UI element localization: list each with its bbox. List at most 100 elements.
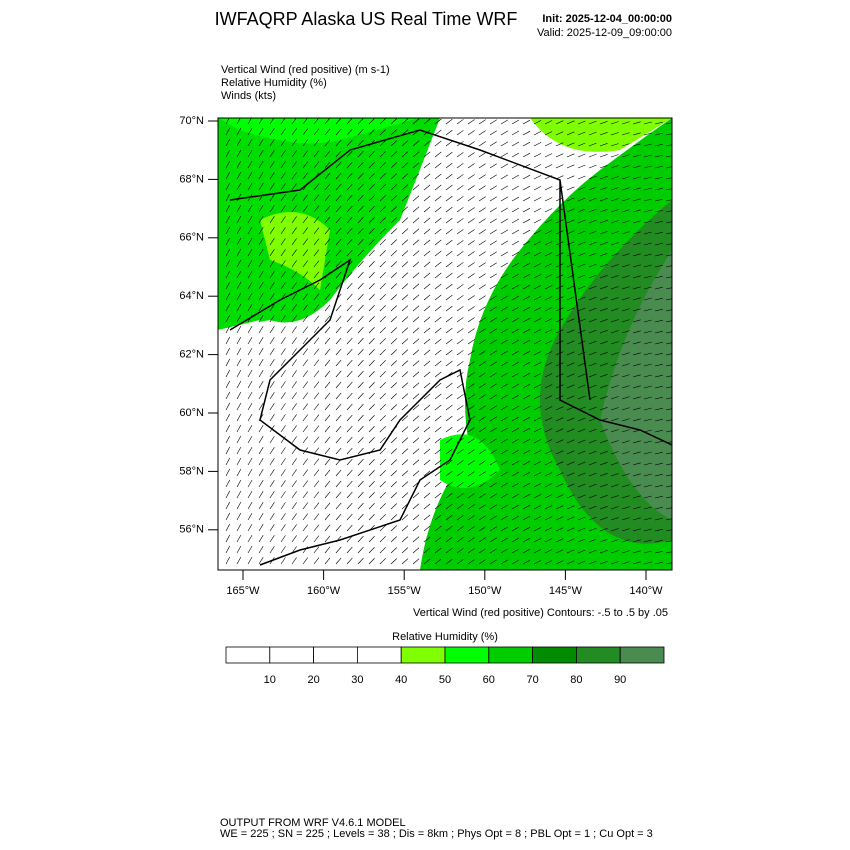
wind-barb bbox=[247, 501, 253, 510]
wind-barb bbox=[511, 119, 520, 125]
wind-barb bbox=[610, 352, 619, 356]
wind-barb bbox=[445, 437, 453, 444]
wind-barb bbox=[302, 271, 309, 279]
wind-barb bbox=[577, 175, 586, 180]
wind-barb bbox=[544, 318, 553, 323]
wind-barb bbox=[434, 305, 442, 312]
x-tick-label: 145°W bbox=[549, 585, 583, 597]
wind-barb bbox=[247, 512, 253, 521]
wind-barb bbox=[544, 208, 553, 213]
wind-barb bbox=[357, 546, 364, 554]
field-label: Relative Humidity (%) bbox=[221, 77, 327, 89]
wind-barb bbox=[654, 132, 663, 136]
wind-barb bbox=[379, 426, 386, 433]
wind-barb bbox=[555, 439, 564, 444]
wind-barb bbox=[610, 286, 619, 290]
wind-barb bbox=[467, 427, 475, 433]
wind-barb bbox=[269, 535, 275, 543]
wind-barb bbox=[434, 228, 442, 235]
wind-barb bbox=[643, 462, 652, 466]
wind-barb bbox=[445, 250, 453, 257]
wind-barb bbox=[434, 514, 442, 521]
wind-barb bbox=[247, 534, 253, 543]
wind-barb bbox=[621, 385, 630, 389]
valid: Valid: 2025-12-09_09:00:00 bbox=[537, 27, 672, 39]
wind-barb bbox=[324, 337, 331, 345]
wind-barb bbox=[313, 337, 320, 345]
wind-barb bbox=[665, 243, 672, 246]
wind-barb bbox=[500, 515, 509, 521]
wind-barb bbox=[500, 240, 509, 246]
wind-barb bbox=[643, 220, 652, 224]
wind-barb bbox=[654, 550, 663, 554]
wind-barb bbox=[335, 524, 342, 532]
wind-barb bbox=[225, 556, 231, 565]
wind-barb bbox=[588, 494, 597, 499]
wind-barb bbox=[291, 337, 297, 345]
wind-barb bbox=[346, 172, 353, 180]
wind-barb bbox=[291, 370, 297, 378]
wind-barb bbox=[632, 517, 641, 521]
wind-barb bbox=[390, 272, 398, 279]
wind-barb bbox=[269, 139, 275, 147]
wind-barb bbox=[434, 283, 442, 290]
wind-barb bbox=[258, 183, 264, 191]
wind-barb bbox=[236, 424, 242, 433]
wind-barb bbox=[467, 251, 475, 257]
wind-barb bbox=[357, 337, 364, 345]
wind-barb bbox=[577, 505, 586, 510]
wind-barb bbox=[401, 162, 409, 169]
wind-barb bbox=[445, 558, 453, 565]
wind-barb bbox=[280, 271, 286, 279]
wind-barb bbox=[544, 472, 553, 477]
wind-barb bbox=[610, 484, 619, 488]
wind-barb bbox=[632, 495, 641, 499]
y-tick-label: 70°N bbox=[179, 115, 204, 127]
wind-barb bbox=[588, 351, 597, 356]
wind-barb bbox=[324, 172, 331, 180]
wind-barb bbox=[423, 261, 431, 268]
wind-barb bbox=[456, 240, 464, 246]
wind-barb bbox=[313, 513, 320, 521]
wind-barb bbox=[445, 459, 453, 466]
wind-barb bbox=[511, 438, 520, 444]
wind-barb bbox=[236, 490, 242, 499]
wind-barb bbox=[236, 292, 242, 301]
wind-barb bbox=[467, 339, 475, 345]
wind-barb bbox=[665, 540, 672, 543]
wind-barb bbox=[401, 151, 409, 158]
wind-barb bbox=[313, 546, 320, 554]
wind-barb bbox=[610, 385, 619, 389]
wind-barb bbox=[258, 227, 264, 235]
wind-barb bbox=[566, 263, 575, 268]
wind-barb bbox=[511, 515, 520, 521]
wind-barb bbox=[588, 428, 597, 433]
wind-barb bbox=[357, 480, 364, 488]
wind-barb bbox=[489, 119, 497, 125]
wind-barb bbox=[412, 162, 420, 169]
wind-barb bbox=[621, 198, 630, 202]
wind-barb bbox=[599, 253, 608, 257]
wind-barb bbox=[291, 535, 297, 543]
wind-barb bbox=[445, 162, 453, 169]
wind-barb bbox=[610, 165, 619, 169]
wind-barb bbox=[357, 260, 364, 268]
wind-barb bbox=[368, 492, 375, 499]
wind-barb bbox=[533, 296, 542, 301]
wind-barb bbox=[324, 348, 331, 356]
wind-barb bbox=[654, 121, 663, 125]
wind-barb bbox=[632, 451, 641, 455]
wind-barb bbox=[544, 285, 553, 290]
wind-barb bbox=[577, 384, 586, 389]
wind-barb bbox=[621, 220, 630, 224]
wind-barb bbox=[522, 163, 531, 169]
wind-barb bbox=[269, 249, 275, 257]
wind-barb bbox=[346, 392, 353, 400]
wind-barb bbox=[368, 305, 375, 312]
wind-barb bbox=[269, 524, 275, 532]
wind-barb bbox=[478, 416, 486, 422]
wind-barb bbox=[511, 537, 520, 543]
wind-barb bbox=[445, 470, 453, 477]
wind-barb bbox=[467, 372, 475, 378]
wind-barb bbox=[500, 273, 509, 279]
